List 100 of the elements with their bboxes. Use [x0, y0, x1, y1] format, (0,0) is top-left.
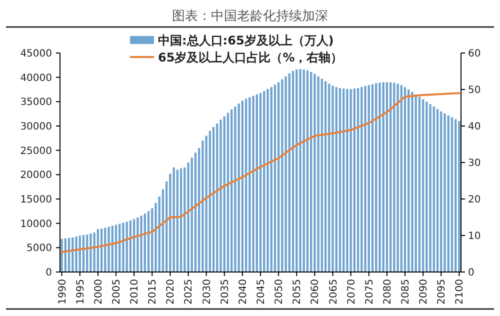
y2-tick-label: 10	[468, 231, 481, 242]
bar	[277, 82, 280, 272]
x-tick-label: 2065	[328, 279, 340, 304]
bar	[122, 222, 124, 272]
x-tick-label: 2100	[454, 279, 466, 304]
y2-tick-label: 0	[468, 268, 474, 278]
bar	[332, 86, 334, 272]
bar	[458, 121, 460, 272]
chart-title: 图表：中国老龄化持续加深	[172, 9, 328, 24]
x-tick-label: 1990	[57, 279, 68, 304]
bar	[108, 226, 110, 272]
bar	[270, 87, 272, 272]
bar	[429, 104, 432, 272]
bar	[266, 89, 269, 272]
bar	[172, 167, 175, 272]
bar	[375, 83, 378, 272]
x-tick-label: 2000	[93, 279, 104, 304]
bar	[360, 87, 363, 272]
x-tick-label: 2010	[130, 279, 141, 304]
bar	[252, 96, 254, 272]
bar	[220, 120, 222, 272]
y-tick-label: 10000	[20, 218, 52, 230]
bar	[136, 217, 139, 272]
x-tick-label: 2090	[418, 279, 430, 304]
bar	[356, 88, 360, 272]
legend-label: 中国:总人口:65岁及以上（万人)	[158, 34, 334, 48]
bar	[342, 88, 345, 272]
bar	[450, 117, 454, 272]
bar	[444, 113, 446, 272]
bar	[302, 70, 305, 272]
bar	[408, 90, 410, 272]
bar	[404, 87, 406, 272]
bar	[382, 82, 384, 272]
y-tick-label: 30000	[20, 122, 52, 132]
bar	[238, 104, 240, 272]
x-tick-label: 2045	[256, 279, 267, 304]
bar	[256, 94, 258, 272]
bar	[90, 234, 92, 272]
bar	[400, 85, 402, 272]
bar	[216, 124, 218, 272]
x-tick-label: 2030	[202, 279, 213, 304]
bar	[414, 94, 417, 272]
bar	[371, 84, 374, 272]
bar	[306, 70, 309, 272]
legend-label: 65岁及以上人口占比（%，右轴）	[158, 50, 343, 64]
y2-tick-label: 20	[468, 194, 481, 206]
bar	[338, 88, 342, 272]
bar	[288, 73, 290, 272]
line-series	[60, 92, 460, 253]
y-tick-label: 45000	[20, 48, 52, 60]
bar	[244, 98, 248, 272]
bar	[230, 109, 233, 272]
bar	[386, 82, 388, 272]
bar	[328, 84, 330, 272]
bar	[320, 78, 323, 272]
bar	[281, 79, 284, 272]
x-tick-label: 2005	[111, 279, 122, 304]
bar	[378, 82, 381, 272]
bar	[223, 116, 226, 272]
bar	[93, 232, 96, 272]
bar	[454, 119, 457, 272]
x-tick-label: 2035	[220, 279, 231, 304]
bar	[212, 126, 215, 272]
bar	[208, 130, 212, 272]
bar	[296, 70, 298, 272]
bar	[324, 81, 327, 272]
bar	[259, 92, 262, 272]
x-tick-label: 2080	[382, 279, 394, 304]
y-tick-label: 25000	[20, 146, 52, 157]
bar	[393, 82, 396, 272]
x-tick-label: 2055	[292, 279, 304, 304]
bar	[274, 84, 276, 272]
x-tick-label: 2025	[184, 279, 195, 304]
bar	[335, 87, 338, 272]
bar	[436, 108, 439, 272]
bar	[426, 102, 428, 272]
bar	[396, 84, 399, 272]
bar	[310, 72, 312, 272]
bar	[368, 85, 370, 272]
bar	[60, 238, 63, 272]
y-tick-label: 15000	[20, 194, 52, 206]
bar	[346, 89, 348, 272]
bar	[292, 71, 294, 272]
bar	[314, 74, 316, 272]
bar	[432, 106, 435, 272]
bar	[353, 88, 356, 272]
bar	[180, 168, 182, 272]
bar	[411, 92, 414, 272]
bar	[299, 69, 302, 272]
bar	[75, 236, 78, 272]
x-tick-label: 2040	[238, 279, 249, 304]
x-tick-label: 2085	[400, 279, 412, 304]
bar	[422, 99, 424, 272]
bar	[364, 86, 366, 272]
y-tick-label: 35000	[20, 97, 52, 108]
bar	[418, 96, 421, 272]
bar	[234, 106, 236, 272]
x-tick-label: 2050	[274, 279, 286, 304]
bar	[317, 76, 320, 272]
x-tick-label: 2095	[436, 279, 448, 304]
